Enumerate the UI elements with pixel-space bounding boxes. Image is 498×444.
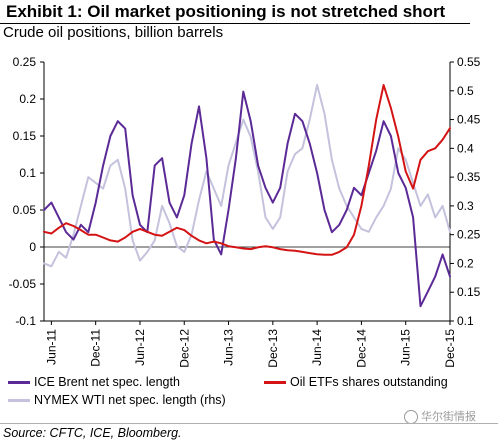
series-line-etf <box>43 84 451 256</box>
legend-item-brent: ICE Brent net spec. length <box>8 375 180 389</box>
legend-item-etf: Oil ETFs shares outstanding <box>264 375 448 389</box>
y-right-tick-label: 0.45 <box>457 113 481 127</box>
x-tick-label: Dec-11 <box>89 329 103 367</box>
y-right-tick-label: 0.2 <box>457 256 474 270</box>
y-right-tick-label: 0.25 <box>457 228 481 242</box>
wechat-icon <box>404 410 418 425</box>
legend-label-wti: NYMEX WTI net spec. length (rhs) <box>34 393 226 407</box>
series-line-brent <box>43 90 451 308</box>
y-right-tick-label: 0.55 <box>457 55 481 69</box>
footer-divider <box>0 423 498 424</box>
y-right-tick-label: 0.15 <box>457 285 481 299</box>
y-left-tick-label: 0.15 <box>13 129 37 143</box>
y-left-tick-label: 0.05 <box>13 203 37 217</box>
x-tick-label: Dec-12 <box>177 329 191 368</box>
y-left-tick-label: 0.25 <box>13 55 37 69</box>
y-right-tick-label: 0.4 <box>457 141 474 155</box>
series-line-wti <box>43 84 451 268</box>
y-right-tick-label: 0.35 <box>457 170 481 184</box>
x-tick-label: Dec-13 <box>266 329 280 368</box>
legend-swatch-brent <box>8 380 30 384</box>
y-right-tick-label: 0.1 <box>457 314 474 328</box>
x-tick-label: Jun-13 <box>222 329 236 366</box>
x-tick-label: Dec-15 <box>443 329 457 368</box>
y-left-tick-label: -0.1 <box>15 314 36 328</box>
legend-label-brent: ICE Brent net spec. length <box>34 375 180 389</box>
y-right-tick-label: 0.3 <box>457 199 474 213</box>
chart-title: Exhibit 1: Oil market positioning is not… <box>6 2 446 21</box>
chart-subtitle: Crude oil positions, billion barrels <box>3 24 224 41</box>
legend-label-etf: Oil ETFs shares outstanding <box>290 375 448 389</box>
legend-item-wti: NYMEX WTI net spec. length (rhs) <box>8 393 226 407</box>
y-left-tick-label: 0.2 <box>19 92 36 106</box>
x-tick-label: Jun-11 <box>44 329 58 365</box>
legend-swatch-wti <box>8 398 30 402</box>
title-divider <box>0 23 470 24</box>
y-left-tick-label: 0.1 <box>19 166 36 180</box>
x-tick-label: Jun-12 <box>133 329 147 366</box>
y-left-tick-label: -0.05 <box>9 277 37 291</box>
x-tick-label: Jun-14 <box>310 329 324 366</box>
line-chart: -0.1 -0.05 0 0.05 0.1 0.15 0.2 0.25 0.1 0.15 0.2 0.… <box>9 55 481 368</box>
x-tick-label: Dec-14 <box>354 329 368 368</box>
x-tick-label: Jun-15 <box>399 329 413 366</box>
source-note: Source: CFTC, ICE, Bloomberg. <box>3 426 182 440</box>
watermark-text: 华尔街情报 <box>421 411 476 423</box>
legend-swatch-etf <box>264 380 286 384</box>
y-left-tick-label: 0 <box>29 240 36 254</box>
y-right-tick-label: 0.5 <box>457 84 474 98</box>
watermark: 华尔街情报 <box>404 408 476 425</box>
